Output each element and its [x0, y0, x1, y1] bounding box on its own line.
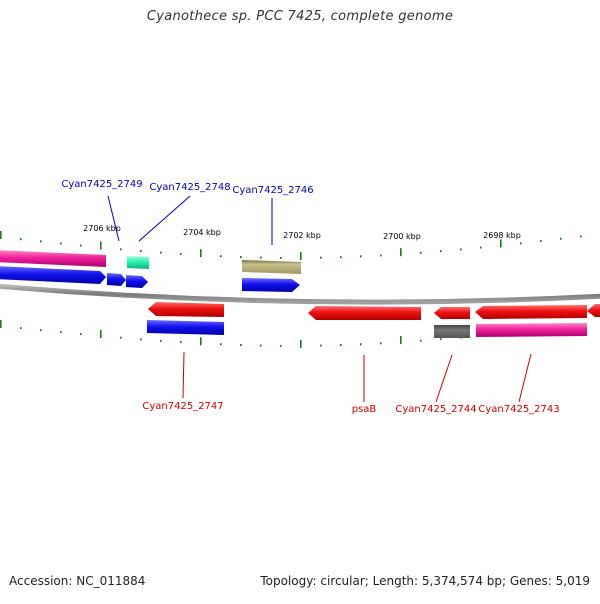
minor-tick [440, 338, 442, 341]
major-tick [400, 248, 402, 257]
gene-feature[interactable] [434, 325, 470, 338]
reverse-features [147, 302, 600, 338]
minor-tick [220, 343, 222, 346]
accession-text: Accession: NC_011884 [9, 574, 146, 588]
minor-tick [380, 342, 382, 345]
forward-features [0, 250, 301, 292]
scale-labels: 2706 kbp 2704 kbp 2702 kbp 2700 kbp 2698… [83, 224, 521, 241]
minor-tick [220, 255, 222, 258]
major-tick [500, 239, 502, 248]
minor-tick [40, 240, 42, 243]
scale-label: 2702 kbp [283, 231, 321, 240]
minor-tick [140, 338, 142, 341]
major-tick [400, 336, 402, 345]
minor-tick [340, 344, 342, 347]
gene-feature[interactable] [475, 305, 587, 319]
scale-label: 2700 kbp [383, 232, 421, 241]
gene-feature[interactable] [476, 323, 587, 337]
gene-feature[interactable] [587, 304, 600, 317]
minor-tick [20, 238, 22, 241]
minor-tick [380, 254, 382, 257]
minor-tick [320, 344, 322, 347]
minor-tick [360, 255, 362, 258]
gene-feature[interactable] [242, 260, 301, 274]
gene-label[interactable]: Cyan7425_2743 [478, 404, 559, 415]
minor-tick [80, 333, 82, 336]
minor-tick [460, 248, 462, 251]
minor-tick [60, 331, 62, 334]
leader-line [518, 353, 532, 403]
gene-feature[interactable] [107, 273, 126, 286]
minor-tick [60, 242, 62, 245]
minor-tick [420, 251, 422, 254]
minor-tick [560, 237, 562, 240]
leader-line [435, 354, 453, 403]
gene-label[interactable]: Cyan7425_2747 [142, 401, 223, 412]
gene-feature[interactable] [147, 320, 224, 335]
major-tick [0, 320, 2, 328]
minor-tick [520, 242, 522, 245]
genome-summary-text: Topology: circular; Length: 5,374,574 bp… [260, 574, 590, 588]
minor-tick [360, 343, 362, 346]
gene-feature[interactable] [0, 250, 106, 267]
minor-tick [260, 344, 262, 347]
tick-row-top [0, 231, 582, 260]
gene-feature[interactable] [242, 278, 300, 292]
minor-tick [120, 248, 122, 251]
gene-feature[interactable] [0, 266, 106, 284]
minor-tick [180, 252, 182, 255]
gene-label[interactable]: Cyan7425_2744 [395, 404, 476, 415]
scale-label: 2706 kbp [83, 224, 121, 233]
major-tick [200, 249, 202, 258]
tick-row-bottom [0, 320, 582, 348]
minor-tick [80, 244, 82, 247]
minor-tick [260, 256, 262, 259]
major-tick [300, 339, 302, 348]
major-tick [200, 337, 202, 346]
minor-tick [40, 329, 42, 332]
gene-label[interactable]: psaB [352, 404, 377, 415]
minor-tick [20, 327, 22, 330]
major-tick [100, 329, 102, 338]
major-tick [0, 231, 2, 239]
gene-labels-bottom: Cyan7425_2747 psaB Cyan7425_2744 Cyan742… [142, 401, 559, 415]
major-tick [100, 241, 102, 250]
gene-feature[interactable] [126, 275, 148, 288]
minor-tick [120, 336, 122, 339]
page-title: Cyanothece sp. PCC 7425, complete genome [146, 9, 454, 24]
minor-tick [280, 344, 282, 347]
minor-tick [180, 341, 182, 344]
minor-tick [440, 250, 442, 253]
minor-tick [280, 256, 282, 259]
scale-label: 2704 kbp [183, 228, 221, 237]
minor-tick [580, 235, 582, 238]
gene-feature[interactable] [148, 302, 224, 317]
gene-feature[interactable] [434, 307, 470, 319]
gene-labels-top: Cyan7425_2749 Cyan7425_2748 Cyan7425_274… [61, 179, 313, 196]
genome-backbone [0, 283, 600, 305]
minor-tick [320, 256, 322, 259]
scale-label: 2698 kbp [483, 231, 521, 240]
minor-tick [160, 251, 162, 254]
minor-tick [340, 256, 342, 259]
minor-tick [160, 339, 162, 342]
minor-tick [240, 343, 242, 346]
gene-feature[interactable] [308, 306, 421, 320]
minor-tick [420, 339, 422, 342]
major-tick [300, 252, 302, 260]
leader-line [182, 351, 185, 399]
leader-line [107, 195, 120, 242]
minor-tick [240, 255, 242, 258]
minor-tick [140, 250, 142, 253]
gene-label[interactable]: Cyan7425_2748 [149, 182, 230, 193]
minor-tick [480, 246, 482, 249]
leader-line [138, 195, 191, 242]
leader-lines [107, 195, 532, 403]
gene-label[interactable]: Cyan7425_2746 [232, 185, 313, 196]
gene-label[interactable]: Cyan7425_2749 [61, 179, 142, 190]
minor-tick [540, 240, 542, 243]
gene-feature[interactable] [127, 256, 149, 269]
